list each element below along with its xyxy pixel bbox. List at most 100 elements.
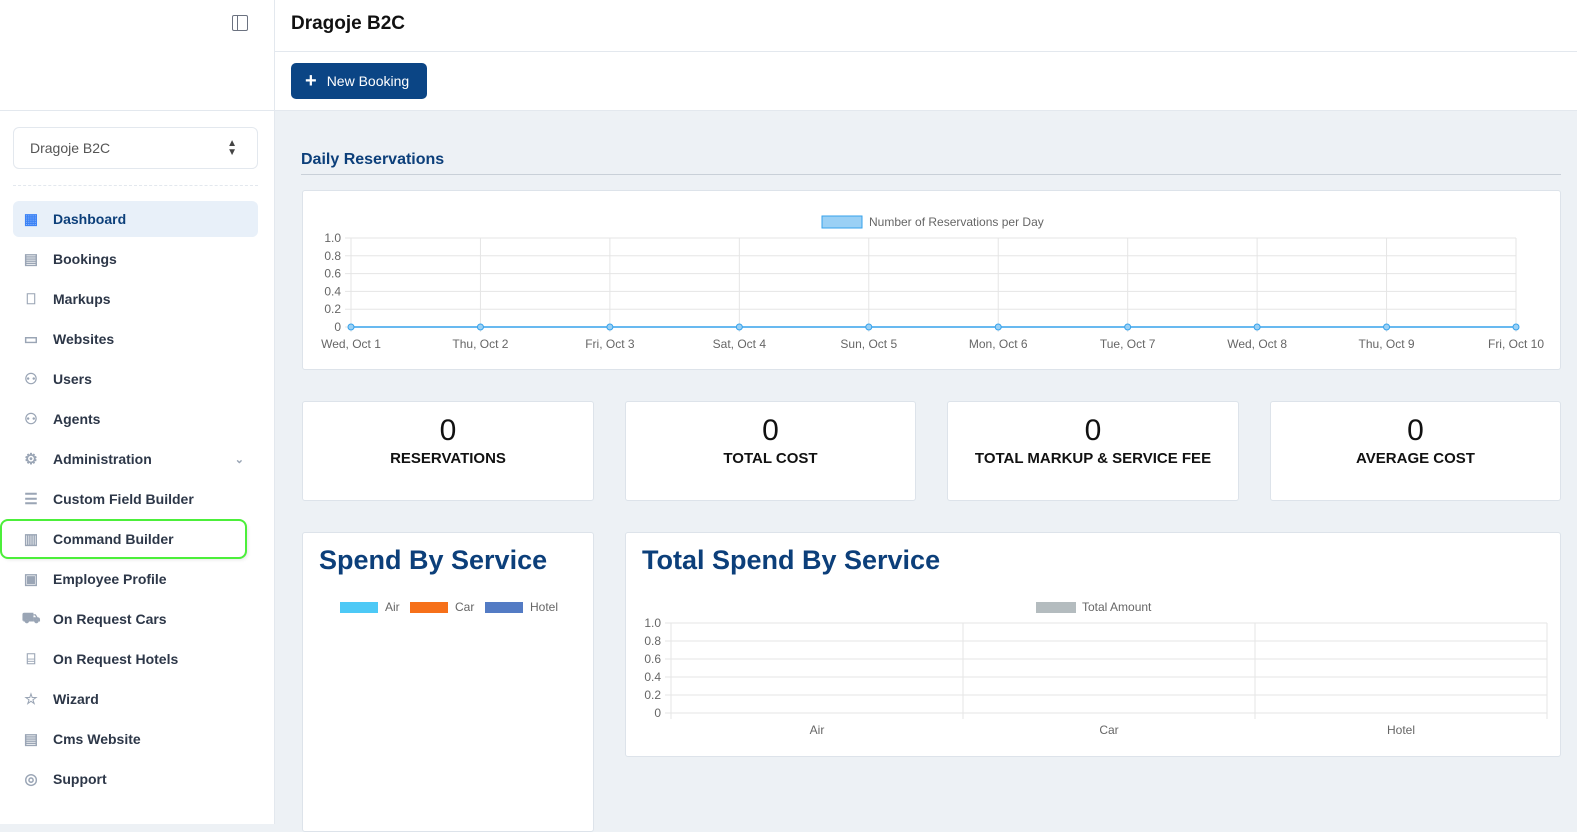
x-tick-label: Sun, Oct 5 bbox=[840, 337, 897, 351]
sidebar-item-dashboard[interactable]: ▦ Dashboard bbox=[13, 201, 258, 237]
sidebar-item-label: Support bbox=[53, 771, 107, 787]
spend-by-service-title: Spend By Service bbox=[319, 545, 548, 575]
data-point bbox=[1512, 323, 1520, 331]
stat-label: TOTAL COST bbox=[723, 450, 818, 467]
data-point bbox=[476, 323, 484, 331]
users-icon: ⚇ bbox=[24, 371, 38, 388]
users-icon: ⚇ bbox=[24, 411, 38, 428]
legend-label: Air bbox=[385, 600, 400, 614]
stat-card-total-markup-service-fee: 0 TOTAL MARKUP & SERVICE FEE bbox=[947, 401, 1239, 501]
window-star-icon: ☆ bbox=[24, 691, 38, 708]
bookmark-icon: ⎕ bbox=[26, 290, 36, 308]
sidebar-item-label: Administration bbox=[53, 451, 152, 467]
stat-label: TOTAL MARKUP & SERVICE FEE bbox=[974, 450, 1212, 467]
stat-label: AVERAGE COST bbox=[1356, 450, 1475, 467]
sidebar-item-markups[interactable]: ⎕ Markups bbox=[13, 281, 258, 317]
sidebar-item-administration[interactable]: ⚙ Administration ⌄ bbox=[13, 441, 258, 477]
y-tick-label: 0.8 bbox=[644, 634, 661, 648]
form-icon: ☰ bbox=[24, 491, 38, 508]
legend-label: Total Amount bbox=[1082, 600, 1152, 614]
data-point bbox=[1124, 323, 1132, 331]
new-booking-button[interactable]: + New Booking bbox=[291, 63, 427, 99]
data-point bbox=[347, 323, 355, 331]
chevron-down-icon[interactable]: ⌄ bbox=[234, 453, 244, 466]
car-icon: ⛟ bbox=[21, 609, 41, 627]
data-point bbox=[994, 323, 1002, 331]
new-booking-label: New Booking bbox=[326, 73, 410, 89]
stat-card-reservations: 0 RESERVATIONS bbox=[302, 401, 594, 501]
y-tick-label: 0.6 bbox=[644, 652, 661, 666]
data-point bbox=[865, 323, 873, 331]
calendar-icon: ▤ bbox=[23, 251, 39, 268]
data-point bbox=[1253, 323, 1261, 331]
x-tick-label: Wed, Oct 8 bbox=[1227, 337, 1287, 351]
y-tick-label: 0.8 bbox=[324, 249, 341, 263]
sidebar-item-command-builder[interactable]: ▥ Command Builder bbox=[0, 519, 247, 559]
data-point bbox=[606, 323, 614, 331]
legend-label: Hotel bbox=[530, 600, 558, 614]
sidebar-item-support[interactable]: ◎ Support bbox=[13, 761, 258, 797]
stat-value: 0 bbox=[439, 414, 457, 447]
divider bbox=[13, 185, 258, 186]
legend-swatch bbox=[485, 602, 523, 613]
sidebar-item-wizard[interactable]: ☆ Wizard bbox=[13, 681, 258, 717]
sidebar-item-employee-profile[interactable]: ▣ Employee Profile bbox=[13, 561, 258, 597]
daily-reservations-chart-card: Number of Reservations per Day 1.0 0.8 0.6 0… bbox=[302, 190, 1561, 370]
legend-swatch bbox=[1036, 602, 1076, 613]
y-tick-label: 0.6 bbox=[324, 267, 341, 281]
y-tick-label: 0.4 bbox=[644, 670, 661, 684]
stat-card-total-cost: 0 TOTAL COST bbox=[625, 401, 916, 501]
agency-selector[interactable]: Dragoje B2C ▲ ▼ bbox=[13, 127, 258, 169]
legend-swatch bbox=[340, 602, 378, 613]
sidebar-item-label: Users bbox=[53, 371, 92, 387]
sidebar-item-users[interactable]: ⚇ Users bbox=[13, 361, 258, 397]
data-point bbox=[1383, 323, 1391, 331]
sidebar-item-custom-field-builder[interactable]: ☰ Custom Field Builder bbox=[13, 481, 258, 517]
page-header: Dragoje B2C bbox=[275, 0, 1577, 52]
agency-selector-value: Dragoje B2C bbox=[30, 140, 111, 156]
sidebar-item-websites[interactable]: ▭ Websites bbox=[13, 321, 258, 357]
legend-label: Car bbox=[455, 600, 474, 614]
x-tick-label: Hotel bbox=[1387, 723, 1415, 737]
lifebuoy-icon: ◎ bbox=[24, 771, 38, 788]
spend-by-service-card: Spend By Service Air Car Hotel bbox=[302, 532, 594, 832]
x-tick-label: Wed, Oct 1 bbox=[321, 337, 381, 351]
sidebar-item-label: On Request Cars bbox=[53, 611, 167, 627]
sidebar-item-label: Wizard bbox=[53, 691, 99, 707]
sidebar-item-label: Markups bbox=[53, 291, 111, 307]
document-icon: ▤ bbox=[23, 731, 39, 748]
y-tick-label: 0.2 bbox=[324, 302, 341, 316]
sidebar-item-cms-website[interactable]: ▤ Cms Website bbox=[13, 721, 258, 757]
collapse-sidebar-icon[interactable] bbox=[232, 15, 248, 31]
x-tick-label: Fri, Oct 10 bbox=[1488, 337, 1544, 351]
stat-label: RESERVATIONS bbox=[390, 450, 506, 467]
browser-icon: ▭ bbox=[23, 331, 39, 348]
sort-arrows-icon: ▲ ▼ bbox=[227, 138, 237, 158]
stat-card-average-cost: 0 AVERAGE COST bbox=[1270, 401, 1561, 501]
y-tick-label: 1.0 bbox=[324, 231, 341, 245]
sidebar-item-label: Employee Profile bbox=[53, 571, 167, 587]
sidebar-item-label: Bookings bbox=[53, 251, 117, 267]
x-tick-label: Tue, Oct 7 bbox=[1100, 337, 1156, 351]
sidebar-item-bookings[interactable]: ▤ Bookings bbox=[13, 241, 258, 277]
sidebar: Dragoje B2C ▲ ▼ ▦ Dashboard ▤ Bookings ⎕ Marku… bbox=[0, 0, 275, 824]
sidebar-item-agents[interactable]: ⚇ Agents bbox=[13, 401, 258, 437]
x-tick-label: Sat, Oct 4 bbox=[713, 337, 767, 351]
sidebar-item-on-request-hotels[interactable]: ⌸ On Request Hotels bbox=[13, 641, 258, 677]
toolbar: + New Booking bbox=[275, 52, 1577, 111]
id-card-icon: ▣ bbox=[23, 571, 39, 588]
y-tick-label: 0.4 bbox=[324, 284, 341, 298]
page-title: Dragoje B2C bbox=[291, 13, 406, 34]
x-tick-label: Thu, Oct 2 bbox=[452, 337, 508, 351]
x-tick-label: Air bbox=[810, 723, 825, 737]
total-spend-chart: Total Amount 1.0 0.8 0.6 0.4 0.2 0 Air Car Hotel bbox=[644, 600, 1548, 737]
daily-reservations-chart: Number of Reservations per Day 1.0 0.8 0.6 0… bbox=[321, 215, 1544, 351]
layout-icon: ▥ bbox=[23, 531, 39, 548]
total-spend-card: Total Spend By Service Total Amount 1.0 0.… bbox=[625, 532, 1561, 757]
sidebar-item-on-request-cars[interactable]: ⛟ On Request Cars bbox=[13, 601, 258, 637]
data-point bbox=[735, 323, 743, 331]
section-title: Daily Reservations bbox=[301, 151, 1561, 175]
y-tick-label: 0.2 bbox=[644, 688, 661, 702]
sidebar-header bbox=[0, 0, 274, 111]
sidebar-item-label: Agents bbox=[53, 411, 101, 427]
